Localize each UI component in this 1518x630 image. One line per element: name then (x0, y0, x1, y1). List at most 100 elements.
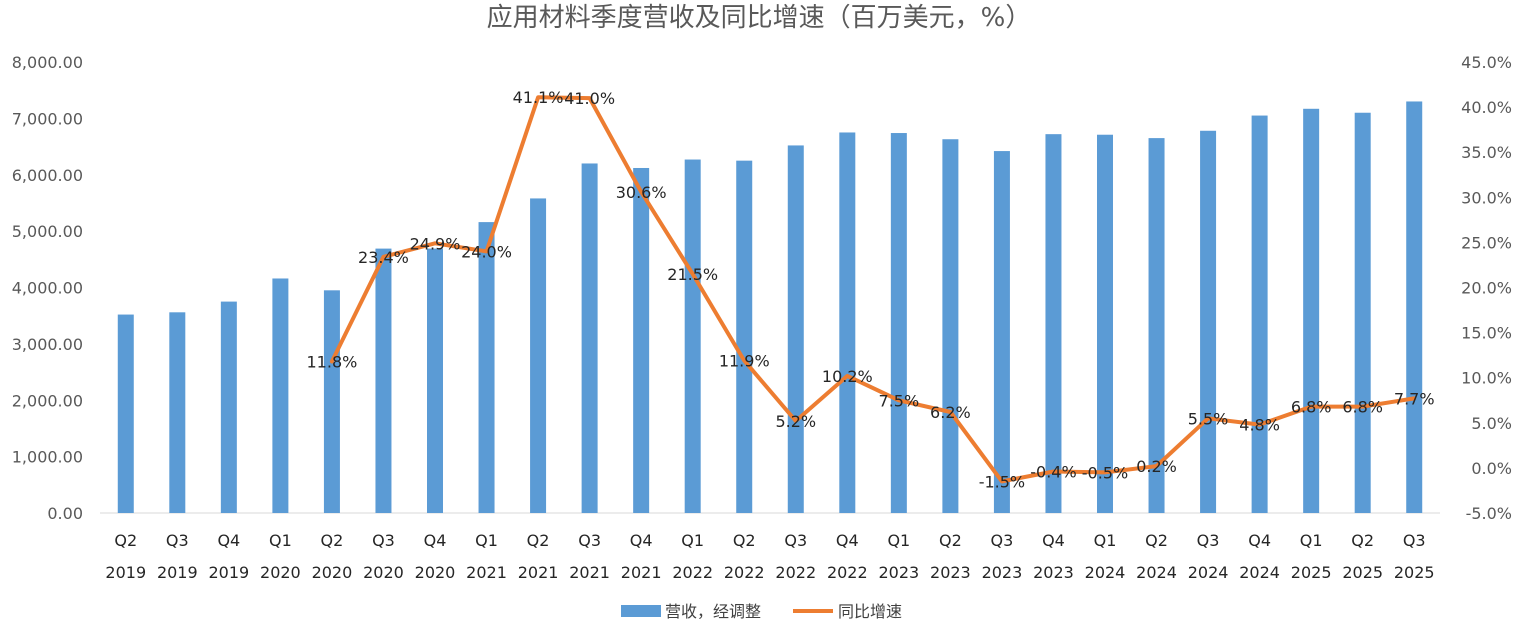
x-tick-quarter: Q1 (269, 531, 292, 550)
legend-revenue-swatch (621, 605, 661, 617)
growth-data-label: 10.2% (822, 367, 873, 386)
x-tick-quarter: Q4 (1248, 531, 1271, 550)
x-tick-quarter: Q3 (578, 531, 601, 550)
x-axis-ticks: Q2 2019 Q3 2019 Q4 2019 Q1 2020 Q2 2020 Q3 2020 Q4 20… (105, 531, 1434, 582)
revenue-bar (427, 248, 443, 513)
revenue-bar (1097, 134, 1113, 513)
chart-title: 应用材料季度营收及同比增速（百万美元，%） (487, 3, 1032, 33)
right-axis-tick-label: 45.0% (1461, 53, 1512, 72)
growth-data-label: 4.8% (1239, 416, 1280, 435)
x-tick-quarter: Q2 (527, 531, 550, 550)
growth-data-label: 21.5% (667, 265, 718, 284)
x-tick-quarter: Q1 (1094, 531, 1117, 550)
right-axis-tick-label: 0.0% (1471, 459, 1512, 478)
left-axis-tick-label: 3,000.00 (12, 335, 83, 354)
x-tick-quarter: Q2 (1145, 531, 1168, 550)
growth-data-label: -1.5% (979, 472, 1025, 491)
x-tick-quarter: Q1 (475, 531, 498, 550)
revenue-bar (787, 145, 804, 513)
growth-data-label: 0.2% (1136, 457, 1177, 476)
growth-data-label: 6.2% (930, 403, 971, 422)
left-axis-tick-label: 2,000.00 (12, 391, 83, 410)
left-axis-tick-label: 4,000.00 (12, 279, 83, 298)
x-tick-quarter: Q2 (733, 531, 756, 550)
revenue-bar (581, 163, 598, 513)
x-tick-year: 2023 (878, 563, 919, 582)
right-axis-tick-label: 5.0% (1471, 414, 1512, 433)
revenue-bars (117, 101, 1423, 514)
x-tick-year: 2020 (415, 563, 456, 582)
right-axis-tick-label: 40.0% (1461, 98, 1512, 117)
x-tick-year: 2019 (208, 563, 249, 582)
right-axis-tick-label: 30.0% (1461, 188, 1512, 207)
x-tick-quarter: Q4 (630, 531, 653, 550)
right-axis-tick-label: 20.0% (1461, 279, 1512, 298)
x-tick-year: 2025 (1394, 563, 1435, 582)
x-tick-quarter: Q2 (321, 531, 344, 550)
x-tick-quarter: Q4 (424, 531, 447, 550)
x-tick-year: 2024 (1085, 563, 1126, 582)
growth-data-label: -0.4% (1030, 463, 1076, 482)
x-tick-year: 2021 (518, 563, 559, 582)
x-tick-year: 2020 (363, 563, 404, 582)
x-tick-quarter: Q3 (372, 531, 395, 550)
growth-data-label: 5.2% (775, 412, 816, 431)
left-axis-tick-label: 7,000.00 (12, 109, 83, 128)
x-tick-year: 2020 (260, 563, 301, 582)
x-tick-year: 2023 (1033, 563, 1074, 582)
x-tick-year: 2023 (930, 563, 971, 582)
left-axis-tick-label: 5,000.00 (12, 222, 83, 241)
growth-data-label: 24.9% (410, 234, 461, 253)
revenue-bar (1045, 134, 1062, 513)
x-tick-year: 2022 (775, 563, 816, 582)
x-tick-year: 2021 (621, 563, 662, 582)
growth-data-label: 5.5% (1188, 409, 1229, 428)
x-tick-quarter: Q1 (681, 531, 704, 550)
growth-data-label: 30.6% (616, 183, 667, 202)
legend: 营收，经调整 同比增速 (621, 602, 902, 621)
revenue-bar (220, 301, 237, 513)
revenue-bar (169, 312, 186, 513)
revenue-bar (117, 314, 134, 513)
revenue-bar (1303, 108, 1320, 513)
growth-data-label: 6.8% (1342, 398, 1383, 417)
revenue-bar (478, 222, 495, 514)
growth-line (329, 95, 1417, 484)
x-tick-year: 2025 (1291, 563, 1332, 582)
x-tick-year: 2025 (1342, 563, 1383, 582)
x-tick-year: 2019 (157, 563, 198, 582)
right-axis-ticks: -5.0% 0.0% 5.0% 10.0% 15.0% 20.0% 25.0% 30.0% 35… (1461, 53, 1512, 523)
x-tick-year: 2022 (672, 563, 713, 582)
x-tick-quarter: Q3 (166, 531, 189, 550)
right-axis-tick-label: 25.0% (1461, 233, 1512, 252)
x-tick-year: 2022 (827, 563, 868, 582)
growth-data-label: 7.5% (879, 391, 920, 410)
x-tick-quarter: Q2 (1351, 531, 1374, 550)
revenue-bar (1200, 130, 1217, 513)
right-axis-tick-label: -5.0% (1466, 504, 1512, 523)
legend-revenue-label: 营收，经调整 (665, 602, 761, 621)
revenue-bar (993, 151, 1010, 513)
growth-data-label: 6.8% (1291, 398, 1332, 417)
legend-growth-label: 同比增速 (838, 602, 902, 621)
x-tick-year: 2021 (569, 563, 610, 582)
x-tick-quarter: Q3 (1197, 531, 1220, 550)
revenue-bar (633, 167, 650, 514)
growth-data-label: -0.5% (1082, 463, 1128, 482)
x-tick-quarter: Q3 (1403, 531, 1426, 550)
x-tick-year: 2024 (1136, 563, 1177, 582)
revenue-bar (1354, 112, 1371, 514)
x-tick-quarter: Q2 (114, 531, 137, 550)
growth-data-label: 23.4% (358, 248, 409, 267)
revenue-bar (272, 278, 289, 513)
right-axis-tick-label: 10.0% (1461, 369, 1512, 388)
growth-data-label: 41.1% (513, 88, 564, 107)
growth-data-label: 41.0% (564, 89, 615, 108)
x-tick-year: 2022 (724, 563, 765, 582)
x-tick-quarter: Q4 (836, 531, 859, 550)
growth-data-label: 11.8% (307, 352, 358, 371)
left-axis-tick-label: 8,000.00 (12, 53, 83, 72)
revenue-bar (942, 139, 959, 513)
